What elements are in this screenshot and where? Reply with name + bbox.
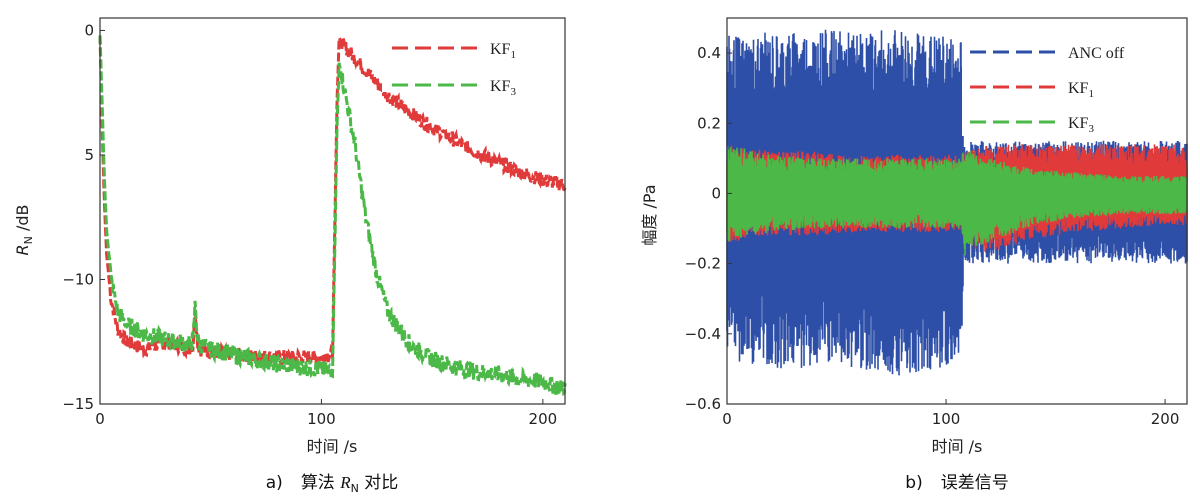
panel-b-x-axis-label: 时间 /s — [932, 437, 983, 456]
panel-b-series-3-core — [727, 168, 1187, 225]
panel-b-axes-frame — [726, 17, 1188, 405]
panel-a-y-tick-label: −15 — [62, 395, 94, 413]
panel-a-legend-label: KF3 — [490, 78, 516, 98]
panel-b-y-axis-label: 幅度 /Pa — [640, 184, 659, 245]
panel-a-caption-r: R — [339, 473, 351, 492]
panel-b-y-tick-label: 0 — [711, 184, 721, 202]
panel-a-legend: KF1 KF3 — [392, 41, 516, 98]
panel-b-legend-label: ANC off — [1068, 45, 1125, 62]
panel-b-plot-area — [726, 29, 1188, 376]
panel-b-ticks: 0 100 200 0.4 0.2 0 −0.2 −0.4 −0.6 — [685, 44, 1180, 428]
panel-b-legend-label: KF1 — [1068, 80, 1094, 100]
panel-a-y-axis-label: RN /dB — [13, 205, 35, 256]
panel-b-legend-label: KF3 — [1068, 115, 1094, 135]
panel-a-caption-text-post: 对比 — [359, 473, 398, 493]
panel-a-y-tick-label: −10 — [62, 270, 94, 288]
panel-a-ticks: 0 100 200 0 5 −10 −15 — [62, 21, 557, 428]
panel-a-x-tick-label: 0 — [95, 410, 105, 428]
panel-b-x-tick-label: 0 — [722, 410, 732, 428]
panel-b-caption-text: 误差信号 — [941, 473, 1009, 493]
panel-a-caption-prefix: a) — [266, 473, 283, 493]
panel-b-x-tick-label: 100 — [932, 410, 961, 428]
panel-b-caption-prefix: b) — [905, 473, 922, 493]
panel-b-y-tick-label: −0.6 — [685, 395, 721, 413]
panel-a-legend-label: KF1 — [490, 41, 516, 61]
panel-b-legend-background — [962, 32, 1184, 136]
panel-b-y-tick-label: −0.2 — [685, 255, 721, 273]
panel-a-caption-sub: N — [351, 482, 359, 495]
panel-a-series-2-line — [98, 35, 567, 397]
panel-a-y-label-sub: N — [22, 236, 35, 244]
panel-b-caption: b) 误差信号 — [905, 473, 1008, 493]
panel-a-x-tick-label: 200 — [529, 410, 558, 428]
panel-b-y-tick-label: 0.2 — [697, 114, 721, 132]
panel-b-x-tick-label: 200 — [1151, 410, 1180, 428]
panel-a-x-axis-label: 时间 /s — [307, 437, 358, 456]
panel-b-y-tick-label: 0.4 — [697, 44, 721, 62]
panel-a-axes-frame — [99, 17, 566, 405]
panel-a-caption-text-pre: 算法 — [301, 473, 340, 493]
panel-a-y-label-rest: /dB — [13, 205, 32, 237]
panel-a-x-tick-label: 100 — [307, 410, 336, 428]
panel-b-legend: ANC off KF1 KF3 — [970, 45, 1125, 135]
panel-a-y-label-r: R — [13, 244, 32, 255]
panel-a-caption: a) 算法 RN 对比 — [266, 473, 399, 495]
panel-a-y-tick-label: 5 — [84, 146, 94, 164]
panel-b-y-tick-label: −0.4 — [685, 325, 721, 343]
panel-a-y-tick-label: 0 — [84, 21, 94, 39]
panel-b-series-3 — [726, 145, 1188, 256]
